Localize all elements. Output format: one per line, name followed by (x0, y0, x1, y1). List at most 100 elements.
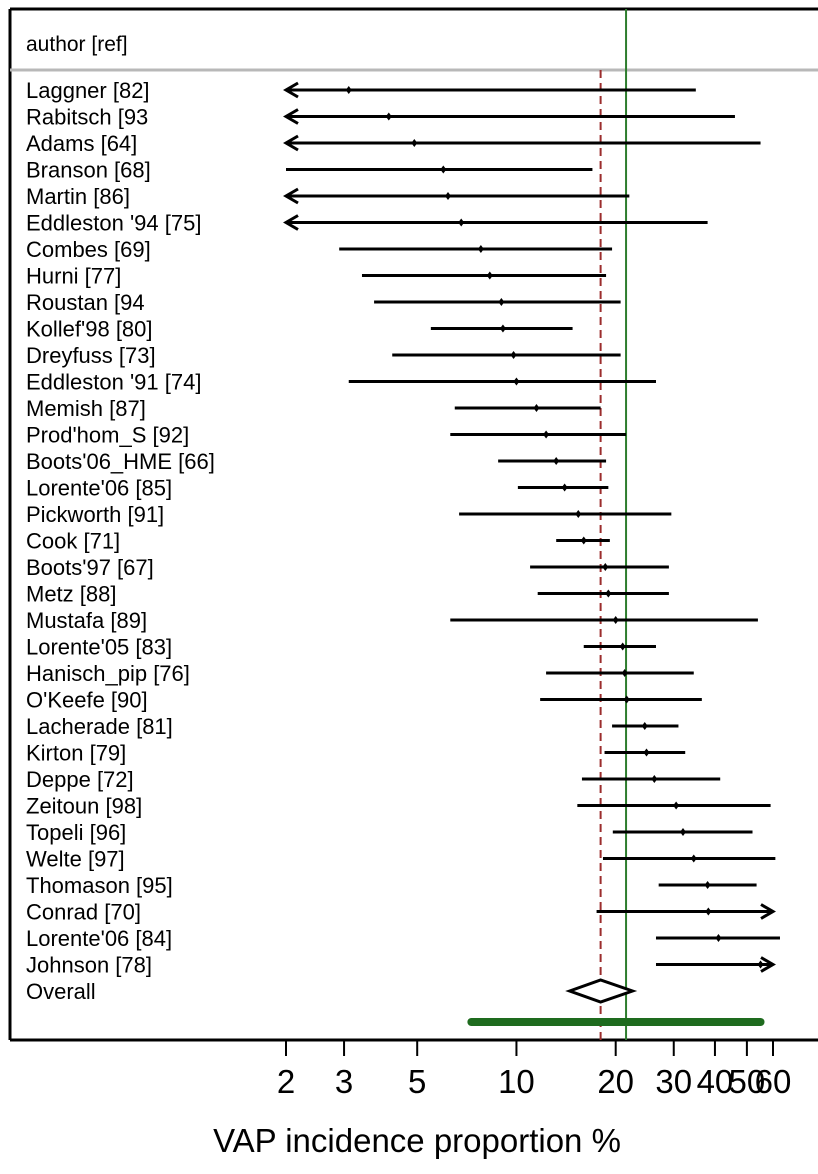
point-estimate (411, 139, 418, 147)
ci-arrow-right (760, 956, 776, 973)
study-row: Roustan [94 (26, 290, 621, 315)
study-label: Conrad [70] (26, 900, 141, 925)
study-row: Dreyfuss [73] (26, 343, 621, 368)
x-tick-label: 3 (335, 1063, 353, 1100)
x-tick-label: 60 (755, 1063, 792, 1100)
point-estimate (553, 457, 560, 465)
study-row: Boots'97 [67] (26, 555, 669, 580)
point-estimate (458, 218, 465, 227)
point-estimate (605, 589, 612, 598)
study-label: Memish [87] (26, 396, 146, 421)
ci-arrow-left (283, 214, 299, 231)
point-estimate (440, 165, 447, 174)
study-row: Welte [97] (26, 847, 776, 872)
point-estimate (575, 510, 582, 518)
study-row: Hurni [77] (26, 264, 607, 289)
study-label: Thomason [95] (26, 873, 173, 898)
study-row: Conrad [70] (26, 900, 776, 925)
point-estimate (619, 642, 626, 651)
study-row: Rabitsch [93 (26, 105, 735, 130)
study-label: Topeli [96] (26, 820, 126, 845)
point-estimate (623, 695, 630, 704)
study-label: Boots'97 [67] (26, 555, 154, 580)
point-estimate (486, 271, 493, 280)
point-estimate (679, 828, 686, 836)
study-row: Metz [88] (26, 582, 669, 607)
x-axis-label: VAP incidence proportion % (213, 1122, 621, 1159)
x-tick-label: 40 (697, 1063, 734, 1100)
study-row: Thomason [95] (26, 873, 757, 898)
study-label: Eddleston '94 [75] (26, 211, 201, 236)
study-row: Zeitoun [98] (26, 794, 771, 819)
study-row: Johnson [78] (26, 953, 776, 978)
study-label: Kollef'98 [80] (26, 317, 153, 342)
study-label: Lorente'06 [85] (26, 476, 172, 501)
point-estimate (641, 722, 648, 730)
x-tick-label: 20 (597, 1063, 634, 1100)
point-estimate (715, 934, 722, 942)
overall-label: Overall (26, 979, 96, 1004)
point-estimate (477, 245, 484, 253)
study-row: Mustafa [89] (26, 608, 758, 633)
point-estimate (651, 775, 658, 783)
point-estimate (533, 404, 540, 412)
ci-arrow-left (283, 108, 299, 125)
study-label: O'Keefe [90] (26, 688, 148, 713)
study-label: Roustan [94 (26, 290, 145, 315)
header-label: author [ref] (26, 33, 128, 56)
overall-diamond (565, 978, 638, 1004)
x-tick-label: 10 (498, 1063, 535, 1100)
study-label: Prod'hom_S [92] (26, 423, 189, 448)
study-label: Cook [71] (26, 529, 120, 554)
study-label: Adams [64] (26, 131, 137, 156)
study-label: Johnson [78] (26, 953, 152, 978)
ci-arrow-left (283, 134, 299, 152)
study-row: Deppe [72] (26, 767, 721, 792)
point-estimate (704, 881, 711, 889)
study-label: Deppe [72] (26, 767, 134, 792)
study-label: Hurni [77] (26, 264, 121, 289)
study-label: Lorente'06 [84] (26, 926, 172, 951)
point-estimate (498, 298, 505, 306)
study-row: Martin [86] (26, 184, 630, 209)
point-estimate (543, 430, 550, 439)
study-label: Welte [97] (26, 847, 125, 872)
point-estimate (561, 483, 568, 492)
point-estimate (643, 748, 650, 757)
study-row: O'Keefe [90] (26, 688, 702, 713)
point-estimate (345, 86, 352, 94)
study-row: Cook [71] (26, 529, 610, 554)
study-row: Lorente'06 [84] (26, 926, 780, 951)
reference-lines (599, 9, 628, 1040)
study-label: Pickworth [91] (26, 502, 164, 527)
study-row: Boots'06_HME [66] (26, 449, 607, 474)
x-tick-label: 2 (277, 1063, 295, 1100)
study-row: Lorente'06 [85] (26, 476, 609, 501)
study-label: Combes [69] (26, 237, 151, 262)
point-estimate (499, 324, 506, 333)
point-estimate (673, 801, 680, 810)
study-label: Rabitsch [93 (26, 105, 148, 130)
point-estimate (612, 616, 619, 624)
study-label: Kirton [79] (26, 741, 126, 766)
study-label: Hanisch_pip [76] (26, 661, 190, 686)
study-row: Kirton [79] (26, 741, 686, 766)
study-label: Branson [68] (26, 158, 151, 183)
ci-arrow-right (760, 903, 776, 920)
point-estimate (705, 907, 712, 916)
study-row: Lorente'05 [83] (26, 635, 656, 660)
study-row: Topeli [96] (26, 820, 753, 845)
study-label: Metz [88] (26, 582, 116, 607)
point-estimate (757, 960, 764, 969)
study-row: Prod'hom_S [92] (26, 423, 627, 448)
point-estimate (444, 192, 451, 200)
overall-group: Overall (26, 978, 765, 1026)
study-label: Lacherade [81] (26, 714, 173, 739)
x-tick-label: 5 (408, 1063, 426, 1100)
study-row: Laggner [82] (26, 78, 696, 103)
study-row: Memish [87] (26, 396, 601, 421)
study-row: Pickworth [91] (26, 502, 672, 527)
